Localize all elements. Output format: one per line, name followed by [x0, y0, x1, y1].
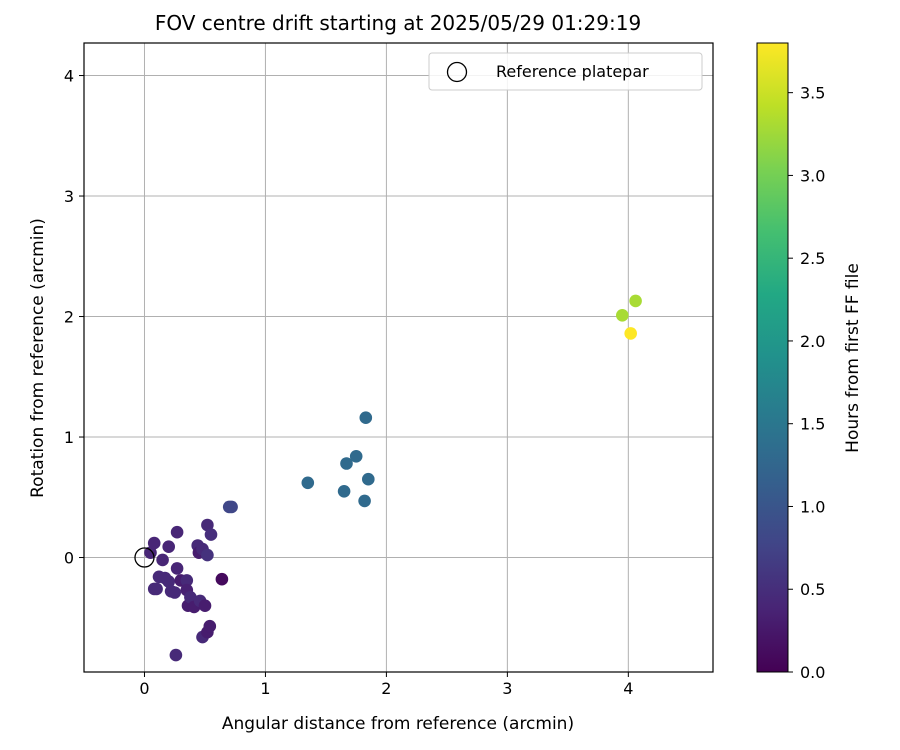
y-tick-label: 3	[64, 187, 74, 206]
chart-title: FOV centre drift starting at 2025/05/29 …	[155, 11, 641, 35]
data-point	[162, 575, 175, 588]
data-point	[170, 525, 184, 539]
legend-box	[428, 52, 703, 91]
reference-marker-layer	[134, 547, 155, 568]
data-point	[204, 528, 218, 541]
x-tick-label: 2	[381, 679, 391, 698]
y-tick-label: 1	[64, 428, 74, 447]
y-axis-ticks: 0 1 2 3 4	[64, 67, 84, 568]
data-point	[340, 457, 353, 470]
data-point	[362, 472, 375, 486]
colorbar-tick-label: 1.5	[800, 415, 825, 434]
data-point	[337, 485, 351, 498]
reference-platepar-marker	[134, 547, 155, 568]
x-tick-label: 1	[260, 679, 270, 698]
data-point	[201, 518, 214, 532]
y-tick-label: 2	[64, 308, 74, 327]
colorbar-gradient	[756, 42, 789, 673]
y-tick-label: 4	[64, 67, 74, 86]
data-point	[215, 572, 229, 586]
data-point	[359, 411, 373, 425]
colorbar-tick-label: 3.5	[800, 84, 825, 103]
scatter-points	[144, 294, 642, 662]
colorbar-tick-label: 3.0	[800, 166, 825, 185]
data-point	[624, 327, 637, 340]
data-point	[147, 536, 161, 550]
data-point	[162, 540, 175, 553]
data-point	[180, 574, 194, 587]
colorbar-tick-label: 0.0	[800, 663, 825, 682]
x-tick-label: 0	[139, 679, 149, 698]
colorbar-tick-label: 2.0	[800, 332, 825, 351]
data-point	[358, 494, 371, 508]
y-axis-label: Rotation from reference (arcmin)	[28, 218, 48, 498]
colorbar: 0.0 0.5 1.0 1.5 2.0 2.5 3.0 3.5 Hours from firs…	[756, 42, 863, 682]
legend-reference-marker	[446, 61, 468, 83]
x-tick-label: 3	[502, 679, 512, 698]
colorbar-tick-label: 1.0	[800, 497, 825, 516]
data-point	[169, 648, 183, 662]
data-point	[225, 500, 238, 514]
data-point	[198, 599, 212, 612]
data-point	[629, 294, 642, 308]
y-tick-label: 0	[64, 549, 74, 568]
data-point	[168, 586, 181, 599]
data-point	[170, 562, 184, 575]
x-axis-label: Angular distance from reference (arcmin)	[222, 714, 574, 734]
data-point	[349, 450, 363, 463]
data-point	[301, 476, 315, 490]
x-tick-label: 4	[623, 679, 633, 698]
data-point	[156, 553, 169, 567]
data-point	[150, 582, 163, 596]
data-point	[203, 619, 217, 633]
x-axis-ticks: 0 1 2 3 4	[139, 672, 633, 698]
data-point	[184, 591, 197, 604]
data-point	[616, 309, 629, 322]
legend: Reference platepar	[428, 52, 703, 91]
colorbar-label: Hours from first FF file	[843, 263, 863, 453]
data-point	[201, 548, 214, 562]
colorbar-tick-label: 2.5	[800, 249, 825, 268]
colorbar-ticks: 0.0 0.5 1.0 1.5 2.0 2.5 3.0 3.5	[788, 84, 825, 682]
legend-label: Reference platepar	[496, 62, 649, 81]
plot-frame	[83, 42, 714, 673]
colorbar-tick-label: 0.5	[800, 580, 825, 599]
